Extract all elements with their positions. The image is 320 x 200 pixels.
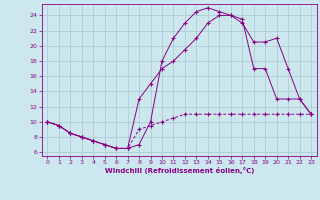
X-axis label: Windchill (Refroidissement éolien,°C): Windchill (Refroidissement éolien,°C) <box>105 167 254 174</box>
